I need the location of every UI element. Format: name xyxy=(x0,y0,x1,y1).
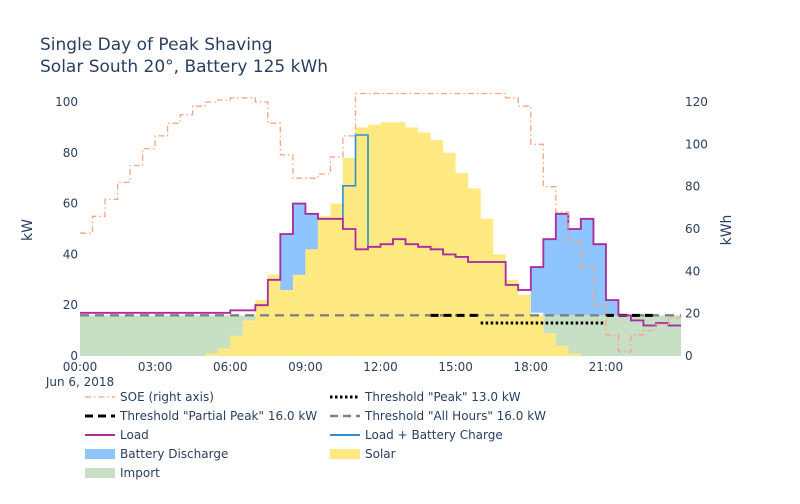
legend-swatch-import xyxy=(85,468,115,478)
y-axis-title: kW xyxy=(20,219,36,241)
soe-line xyxy=(80,92,681,353)
legend-label-load_batt: Load + Battery Charge xyxy=(365,428,503,442)
y2-axis-title: kWh xyxy=(719,215,735,246)
legend: SOE (right axis) Threshold "Peak" 13.0 kW… xyxy=(85,390,546,480)
legend-label-solar: Solar xyxy=(365,447,396,461)
y-tick-label: 0 xyxy=(70,349,78,363)
x-tick-label: 21:00 xyxy=(589,360,624,374)
x-tick-label: 06:00 xyxy=(213,360,248,374)
legend-swatch-solar xyxy=(330,449,360,459)
legend-label-soe: SOE (right axis) xyxy=(120,390,214,404)
x-tick-label: 00:00 xyxy=(63,360,98,374)
legend-label-threshold_all: Threshold "All Hours" 16.0 kW xyxy=(364,409,546,423)
y2-tick-label: 80 xyxy=(685,180,700,194)
y2-tick-label: 100 xyxy=(685,137,708,151)
x-date-label: Jun 6, 2018 xyxy=(45,375,114,389)
x-tick-label: 15:00 xyxy=(438,360,473,374)
y-tick-label: 80 xyxy=(63,146,78,160)
x-tick-label: 18:00 xyxy=(513,360,548,374)
legend-label-load: Load xyxy=(120,428,149,442)
battery-discharge-area xyxy=(80,203,681,356)
y-tick-label: 40 xyxy=(63,247,78,261)
x-tick-label: 09:00 xyxy=(288,360,323,374)
y2-tick-label: 60 xyxy=(685,222,700,236)
legend-label-battery_discharge: Battery Discharge xyxy=(120,447,228,461)
legend-label-threshold_partial: Threshold "Partial Peak" 16.0 kW xyxy=(119,409,317,423)
y-tick-label: 20 xyxy=(63,298,78,312)
plot-area: 0 20 40 60 80 100 0 20 40 60 80 100 120 00:00 03:00 06:… xyxy=(55,92,708,374)
load-line xyxy=(80,202,681,327)
import-area xyxy=(80,315,681,356)
y2-tick-label: 20 xyxy=(685,307,700,321)
legend-swatch-battery_discharge xyxy=(85,449,115,459)
y-tick-label: 100 xyxy=(55,95,78,109)
legend-label-threshold_peak: Threshold "Peak" 13.0 kW xyxy=(364,390,521,404)
solar-area xyxy=(80,122,681,356)
y2-tick-label: 120 xyxy=(685,95,708,109)
x-tick-label: 12:00 xyxy=(363,360,398,374)
chart-title-line-1: Single Day of Peak Shaving xyxy=(40,35,273,55)
y2-tick-label: 0 xyxy=(685,349,693,363)
legend-label-import: Import xyxy=(120,466,160,480)
x-tick-label: 03:00 xyxy=(138,360,173,374)
chart-title-line-2: Solar South 20°, Battery 125 kWh xyxy=(40,57,328,77)
y2-tick-label: 40 xyxy=(685,264,700,278)
y-tick-label: 60 xyxy=(63,197,78,211)
